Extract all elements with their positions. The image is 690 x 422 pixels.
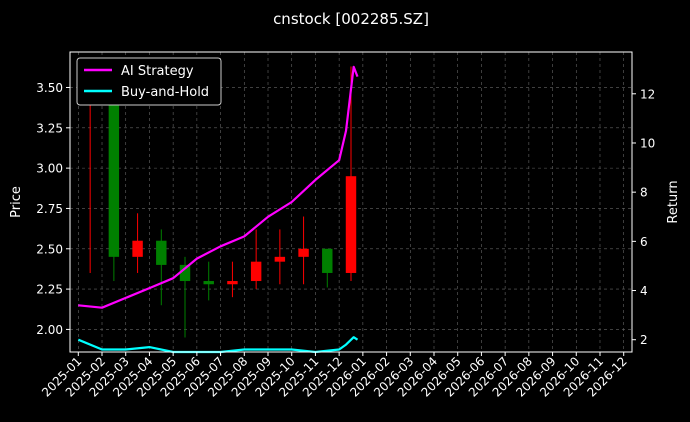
y-right-tick-label: 10 — [640, 136, 655, 150]
candle-body — [156, 240, 167, 265]
y-left-tick-label: 3.25 — [36, 121, 63, 135]
plot-frame — [69, 51, 633, 353]
y-left-tick-label: 2.75 — [36, 202, 63, 216]
candle-body — [322, 248, 333, 273]
y-right-tick-label: 12 — [640, 87, 655, 101]
y-left-tick-label: 2.50 — [36, 242, 63, 256]
candle-body — [203, 281, 214, 285]
y-left-tick-label: 3.50 — [36, 81, 63, 95]
candle-body — [298, 248, 309, 257]
legend: AI Strategy Buy-and-Hold — [76, 57, 222, 106]
line-series-group — [77, 65, 359, 354]
y-left-tick-label: 3.00 — [36, 162, 63, 176]
y-right-tick-label: 4 — [640, 284, 648, 298]
candle-body — [227, 281, 238, 285]
candle-body — [274, 256, 286, 262]
legend-label-buyhold: Buy-and-Hold — [121, 85, 209, 100]
y-right-tick-label: 2 — [640, 333, 648, 347]
candle-body — [345, 176, 357, 273]
y-axis-left-label: Price — [9, 186, 24, 218]
candle-body — [108, 103, 120, 257]
y-left-tick-label: 2.00 — [36, 323, 63, 337]
y-axis-left: 2.00 2.25 2.50 2.75 3.00 3.25 3.50 — [36, 81, 70, 337]
y-right-tick-label: 6 — [640, 235, 648, 249]
buy-and-hold-line — [77, 336, 359, 354]
candlestick-series — [84, 66, 357, 338]
candle-body — [250, 261, 262, 282]
ai-strategy-line — [78, 65, 359, 309]
y-left-tick-label: 2.25 — [36, 283, 63, 297]
legend-box — [76, 57, 222, 106]
y-axis-right-label: Return — [666, 180, 681, 223]
legend-label-ai: AI Strategy — [121, 64, 194, 79]
chart-title: cnstock [002285.SZ] — [273, 10, 429, 28]
candle-body — [179, 264, 191, 282]
y-right-tick-label: 8 — [640, 186, 648, 200]
candle-body — [132, 240, 143, 257]
y-axis-right: 2 4 6 8 10 12 — [632, 87, 655, 347]
